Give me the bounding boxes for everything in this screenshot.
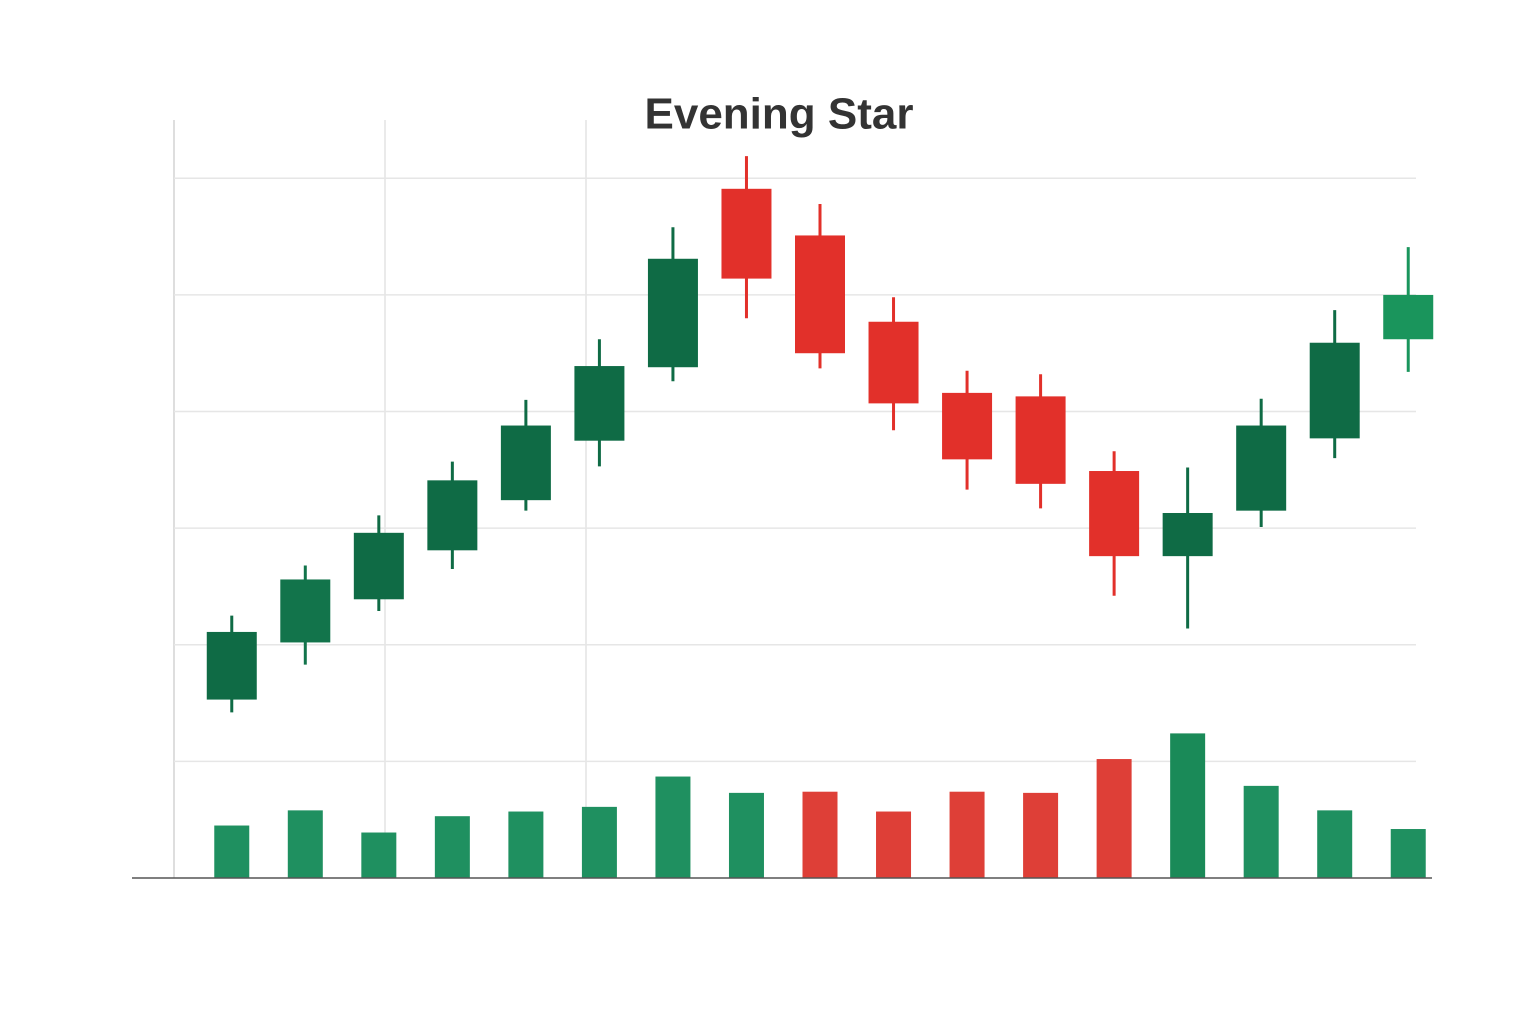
candle-body	[1162, 512, 1213, 557]
candle-body	[1015, 396, 1066, 484]
volume-bar	[287, 810, 323, 878]
volume-bar	[434, 816, 470, 878]
chart-title: Evening Star	[645, 90, 914, 139]
volume-bar	[876, 811, 912, 878]
candle-body	[206, 631, 257, 700]
marks	[206, 156, 1434, 878]
candle-body	[1309, 342, 1360, 439]
volume-bar	[1243, 785, 1279, 878]
candle-body	[1236, 425, 1287, 511]
volume-bar	[655, 776, 691, 878]
candle-body	[868, 321, 919, 404]
candle-body	[1089, 471, 1140, 557]
candle-body	[353, 532, 404, 600]
candle-body	[1383, 294, 1434, 340]
volume-bar	[1390, 829, 1426, 878]
candle-body	[721, 188, 772, 279]
candle-body	[942, 392, 993, 460]
candle-body	[647, 258, 698, 368]
candle-body	[500, 425, 551, 501]
volume-bar	[1023, 792, 1059, 878]
volume-bar	[949, 791, 985, 878]
volume-bar	[1096, 759, 1132, 878]
volume-bar	[728, 792, 764, 878]
candle-body	[280, 579, 331, 643]
candle-body	[427, 480, 478, 551]
volume-bar	[581, 806, 617, 878]
volume-bar	[802, 791, 838, 878]
candle-body	[795, 235, 845, 354]
volume-bar	[1170, 733, 1206, 878]
volume-bar	[361, 832, 397, 878]
volume-bar	[1317, 810, 1353, 878]
volume-bar	[508, 811, 544, 878]
candle-body	[574, 366, 625, 441]
volume-bar	[214, 825, 250, 878]
